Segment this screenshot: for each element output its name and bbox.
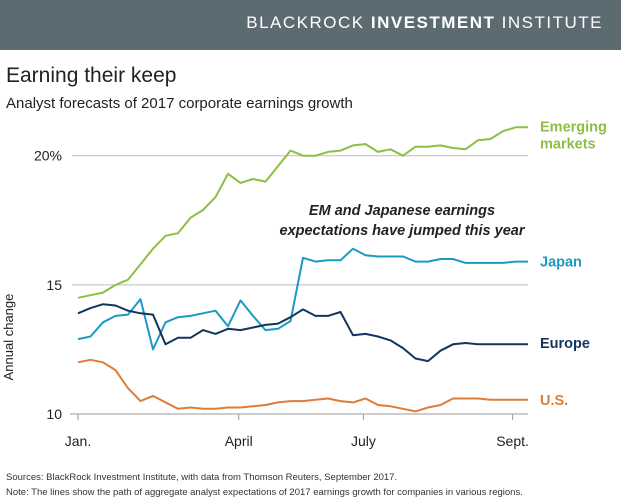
brand-logo: BLACKROCK INVESTMENT INSTITUTE	[246, 13, 603, 33]
chart-subtitle: Analyst forecasts of 2017 corporate earn…	[6, 95, 353, 112]
series-line-u-s	[77, 358, 528, 413]
x-tick-label: Sept.	[496, 433, 529, 449]
footer-note: Note: The lines show the path of aggrega…	[6, 487, 523, 498]
y-tick-label: 10	[46, 406, 62, 422]
footer-sources: Sources: BlackRock Investment Institute,…	[6, 472, 398, 483]
brand-bold: INVESTMENT	[370, 13, 496, 32]
chart-annotation: expectations have jumped this year	[280, 223, 526, 239]
series-line-japan	[77, 247, 528, 351]
series-label-europe: Europe	[540, 336, 590, 352]
x-tick-label: July	[351, 433, 376, 449]
y-tick-label: 20%	[34, 148, 62, 164]
series-label-u-s: U.S.	[540, 393, 568, 409]
brand-tail: INSTITUTE	[501, 13, 603, 32]
series-line-europe	[77, 303, 528, 363]
x-tick-label: Jan.	[65, 433, 91, 449]
chart-annotation: EM and Japanese earnings	[309, 203, 495, 219]
y-tick-label: 15	[46, 277, 62, 293]
series-label-japan: Japan	[540, 255, 582, 271]
series-line-emerging-markets	[77, 126, 528, 299]
y-axis-label: Annual change	[1, 294, 16, 381]
chart-title: Earning their keep	[6, 64, 177, 87]
series-label-emerging-markets: markets	[540, 137, 596, 153]
brand-light: BLACKROCK	[246, 13, 365, 32]
header-banner: BLACKROCK INVESTMENT INSTITUTE	[0, 0, 621, 50]
x-tick-label: April	[225, 433, 253, 449]
series-label-emerging-markets: Emerging	[540, 120, 607, 136]
